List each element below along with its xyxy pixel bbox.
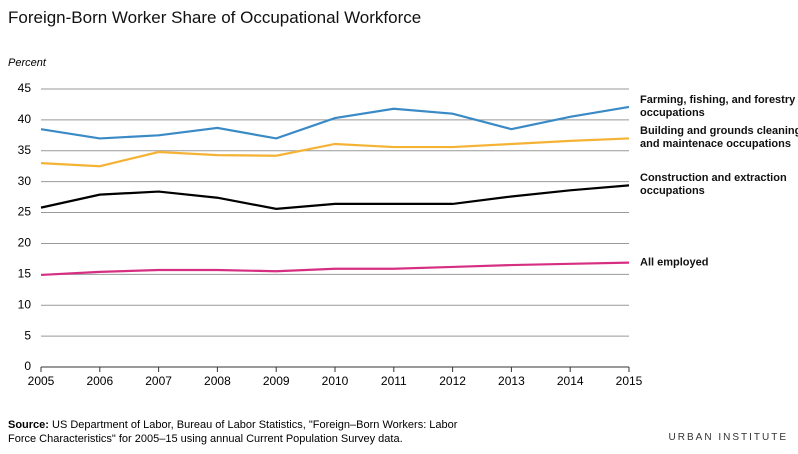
brand: URBAN INSTITUTE [668,432,788,443]
chart-title: Foreign-Born Worker Share of Occupationa… [8,8,422,27]
source-note: Source: US Department of Labor, Bureau o… [8,418,488,446]
y-axis-label: Percent [8,57,46,69]
series-line [40,261,630,277]
source-text: US Department of Labor, Bureau of Labor … [8,419,458,445]
x-tick-label: 2005 [28,374,55,388]
x-tick-label: 2006 [86,374,113,388]
x-tick-label: 2011 [381,374,407,388]
y-tick-label: 25 [18,205,32,219]
series-line [40,137,630,168]
x-tick-label: 2014 [557,374,584,388]
y-tick-label: 20 [18,236,32,250]
y-tick-label: 30 [18,174,32,188]
y-tick-label: 40 [18,112,32,126]
x-tick-label: 2013 [498,374,525,388]
y-tick-label: 5 [24,328,31,342]
y-tick-label: 45 [18,81,32,95]
legend-label: All employed [640,256,709,269]
legend-label: Building and grounds cleaning and mainte… [640,125,798,151]
source-label: Source: [8,419,49,431]
legend-label: Construction and extraction occupations [640,172,787,198]
x-tick-label: 2010 [322,374,349,388]
plot: 0 5 10 15 20 25 30 35 40 45 2005 2006 2007 2008 2009 20… [18,81,643,388]
series-line [40,184,630,210]
y-tick-label: 10 [18,297,32,311]
x-tick-label: 2007 [145,374,172,388]
legend-label: Farming, fishing, and forestry occupatio… [640,93,796,119]
y-tick-label: 0 [24,359,31,373]
y-tick-label: 15 [18,267,32,281]
x-tick-label: 2012 [439,374,466,388]
y-tick-label: 35 [18,143,32,157]
x-tick-label: 2008 [204,374,231,388]
x-tick-label: 2009 [263,374,290,388]
series-line [40,105,630,140]
x-tick-label: 2015 [616,374,643,388]
